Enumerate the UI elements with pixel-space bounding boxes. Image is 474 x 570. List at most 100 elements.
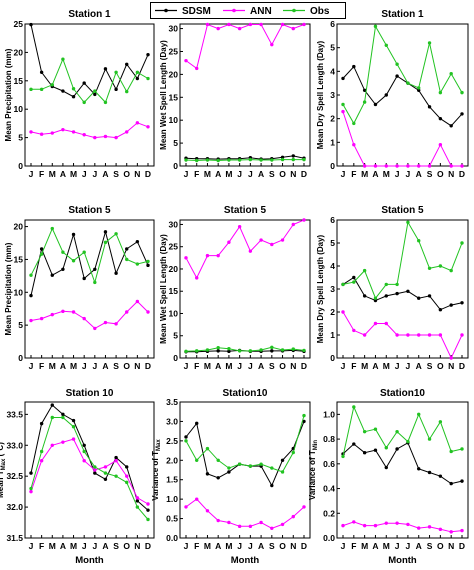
x-axis-label: Month <box>75 555 104 566</box>
panel-title: Station 5 <box>224 205 267 216</box>
x-tick-label: D <box>459 541 465 551</box>
data-point-ann <box>302 218 306 222</box>
data-point-ann <box>373 523 378 528</box>
series-line-obs <box>342 220 463 300</box>
data-point-sdsm <box>216 476 220 480</box>
data-point-obs <box>227 158 231 162</box>
data-point-ann <box>227 22 231 27</box>
data-point-sdsm <box>50 403 54 407</box>
legend-item-ann: ANN <box>223 6 272 17</box>
data-point-ann <box>438 527 443 532</box>
y-tick-label: 5 <box>173 331 178 341</box>
data-point-sdsm <box>384 93 388 97</box>
data-point-ann <box>184 505 188 509</box>
series-line-ann <box>30 438 149 505</box>
data-point-ann <box>449 164 453 168</box>
data-point-ann <box>270 242 274 247</box>
data-point-ann <box>29 318 33 323</box>
data-point-ann <box>362 164 367 168</box>
data-point-ann <box>270 526 274 530</box>
panel-title: Station 1 <box>68 9 111 20</box>
data-point-obs <box>125 480 129 485</box>
series-line-ann <box>185 23 305 70</box>
legend-label: Obs <box>310 6 330 17</box>
data-point-obs <box>146 259 150 264</box>
y-axis-label: Mean Precipitation (mm) <box>4 242 13 335</box>
x-tick-label: O <box>437 169 444 179</box>
legend-item-obs: Obs <box>283 6 330 17</box>
data-point-obs <box>103 240 108 245</box>
data-point-sdsm <box>460 301 464 305</box>
series-ann <box>184 22 306 71</box>
x-tick-label: A <box>215 541 221 551</box>
data-point-obs <box>146 517 150 522</box>
x-tick-label: D <box>145 169 151 179</box>
data-point-sdsm <box>460 479 464 483</box>
y-tick-label: 20 <box>169 264 179 274</box>
data-point-obs <box>395 429 399 434</box>
series-ann <box>29 299 150 331</box>
data-point-obs <box>291 450 295 455</box>
data-point-sdsm <box>103 67 108 71</box>
y-axis-label: Mean Precipitation (mm) <box>4 48 13 141</box>
series-line-obs <box>31 57 149 104</box>
data-point-obs <box>29 87 33 92</box>
series-line-sdsm <box>342 65 463 127</box>
x-tick-label: A <box>60 169 66 179</box>
data-point-obs <box>384 43 388 47</box>
y-tick-label: 32.5 <box>6 471 23 481</box>
series-sdsm <box>341 275 464 312</box>
x-tick-label: A <box>215 361 221 371</box>
x-tick-label: D <box>459 169 465 179</box>
data-point-ann <box>259 520 263 525</box>
data-point-ann <box>39 316 44 321</box>
x-tick-label: F <box>194 361 199 371</box>
data-point-obs <box>302 348 306 353</box>
series-line-obs <box>342 405 463 457</box>
data-point-obs <box>449 268 453 273</box>
legend-marker <box>232 8 236 13</box>
data-point-sdsm <box>39 247 44 251</box>
data-point-obs <box>82 449 86 454</box>
y-tick-label: 10 <box>169 308 179 318</box>
data-point-ann <box>82 459 86 463</box>
data-point-obs <box>39 87 44 92</box>
series-obs <box>341 24 464 126</box>
legend-label: SDSM <box>182 6 211 17</box>
x-tick-label: A <box>102 541 108 551</box>
data-point-ann <box>103 320 108 325</box>
data-point-sdsm <box>82 443 86 447</box>
x-tick-label: J <box>237 541 242 551</box>
data-point-obs <box>270 345 274 350</box>
data-point-ann <box>248 22 253 27</box>
data-point-ann <box>29 489 33 494</box>
data-point-ann <box>248 249 253 253</box>
x-tick-label: M <box>361 169 368 179</box>
data-point-sdsm <box>291 154 295 158</box>
y-tick-label: 5 <box>173 138 178 148</box>
series-line-ann <box>342 311 463 360</box>
x-tick-label: O <box>279 541 286 551</box>
y-tick-label: 15 <box>169 286 179 296</box>
x-tick-label: A <box>102 361 108 371</box>
y-tick-label: 3.0 <box>166 416 178 426</box>
x-tick-label: S <box>427 361 433 371</box>
y-tick-label: 0.5 <box>166 514 178 524</box>
data-point-obs <box>449 72 453 76</box>
plot-area <box>179 23 311 167</box>
y-tick-label: 20 <box>169 69 179 79</box>
y-tick-label: 1.0 <box>323 409 335 419</box>
data-point-ann <box>114 135 118 140</box>
x-tick-label: A <box>258 169 264 179</box>
data-point-sdsm <box>135 239 140 244</box>
x-tick-label: J <box>29 541 34 551</box>
x-tick-label: S <box>113 361 119 371</box>
data-point-ann <box>135 299 140 304</box>
data-point-obs <box>460 241 464 245</box>
x-tick-label: F <box>39 361 44 371</box>
plot-area <box>336 401 469 539</box>
y-tick-label: 15 <box>14 254 24 264</box>
data-point-obs <box>259 462 263 466</box>
data-point-obs <box>135 505 140 509</box>
